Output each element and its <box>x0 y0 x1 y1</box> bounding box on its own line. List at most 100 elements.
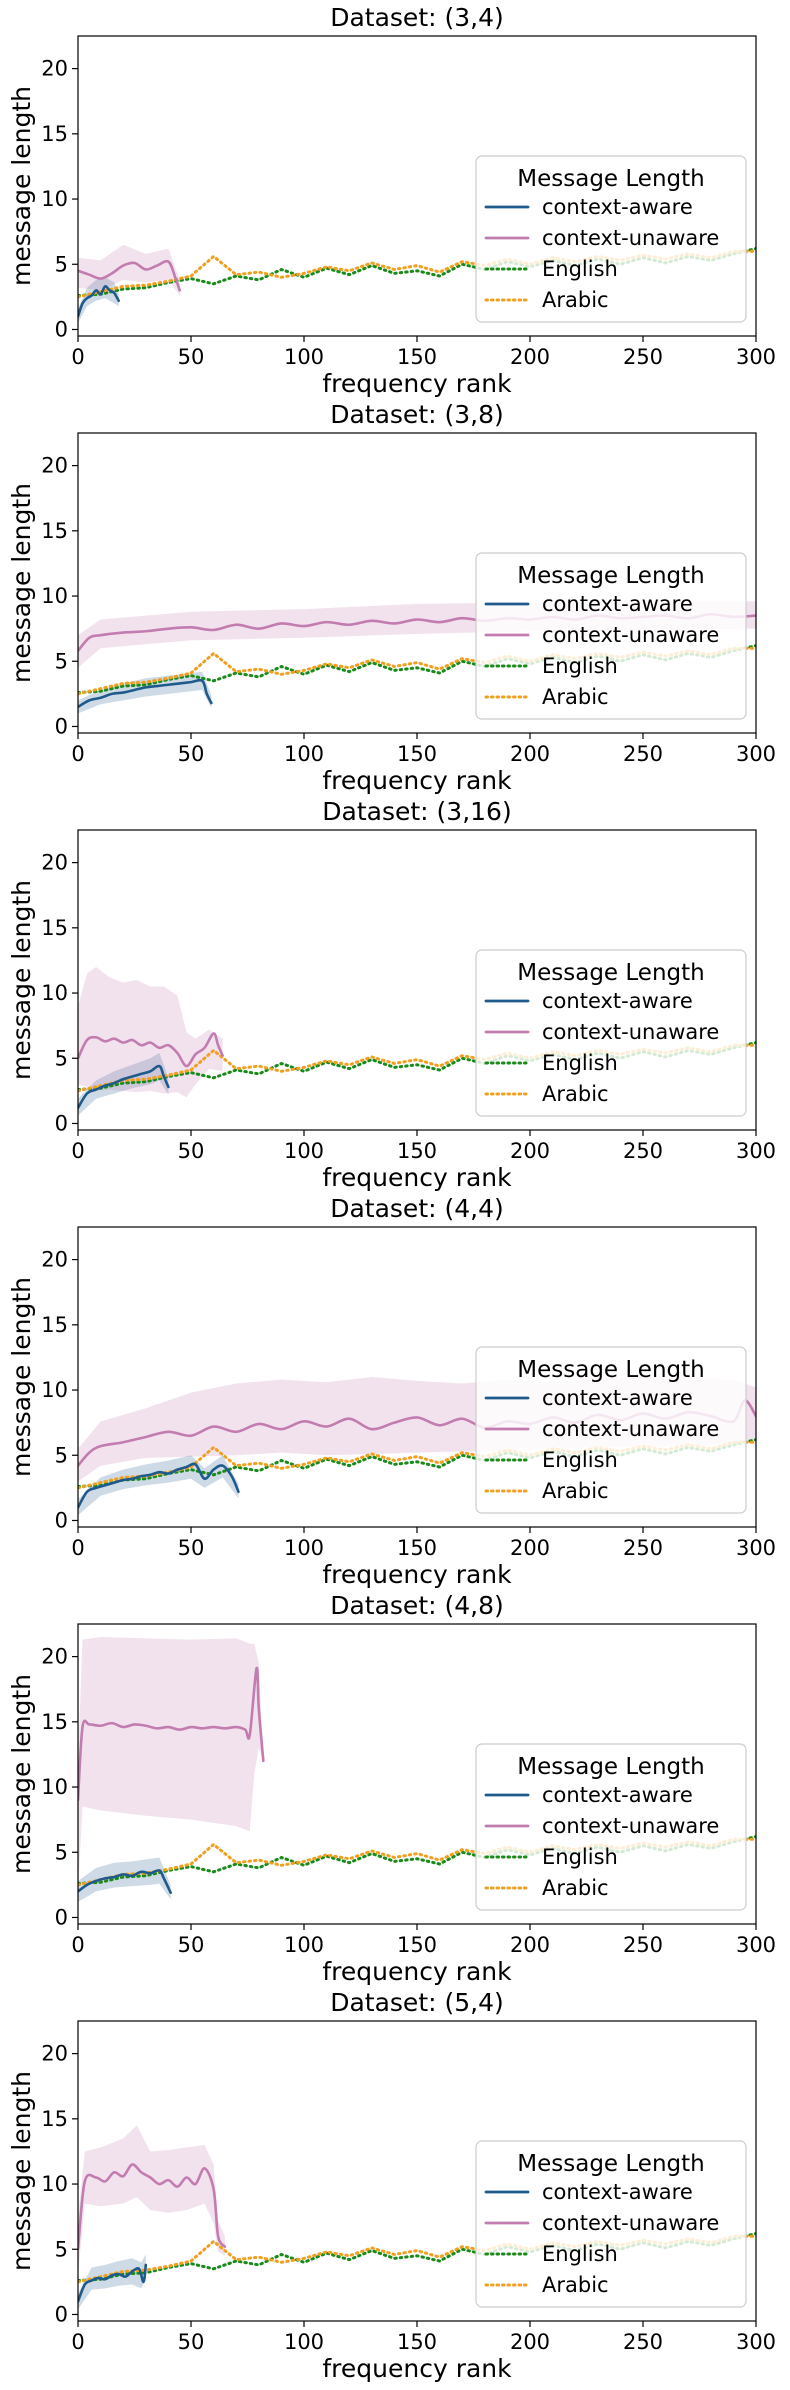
x-tick-label: 0 <box>71 345 84 369</box>
x-tick-label: 150 <box>397 1933 437 1957</box>
x-tick-label: 250 <box>623 345 663 369</box>
legend-label-context-aware: context-aware <box>542 1783 693 1807</box>
legend-label-context-aware: context-aware <box>542 195 693 219</box>
y-tick-label: 10 <box>41 2172 68 2196</box>
y-tick-label: 10 <box>41 981 68 1005</box>
y-tick-label: 20 <box>41 1248 68 1272</box>
y-tick-label: 0 <box>55 317 68 341</box>
y-tick-label: 20 <box>41 2042 68 2066</box>
y-tick-label: 0 <box>55 1111 68 1135</box>
y-tick-label: 20 <box>41 57 68 81</box>
series-line-context-aware <box>78 678 213 709</box>
x-tick-label: 150 <box>397 742 437 766</box>
y-tick-label: 0 <box>55 1905 68 1929</box>
chart-title: Dataset: (4,8) <box>330 1591 504 1620</box>
x-tick-label: 50 <box>178 742 205 766</box>
legend-label-context-aware: context-aware <box>542 1386 693 1410</box>
legend-box <box>475 949 747 1117</box>
y-tick-label: 0 <box>55 1508 68 1532</box>
chart-title: Dataset: (5,4) <box>330 1988 504 2017</box>
x-tick-label: 100 <box>284 2330 324 2354</box>
legend-label-context-unaware: context-unaware <box>542 1020 719 1044</box>
legend-label-English: English <box>542 654 618 678</box>
y-axis-label: message length <box>7 880 36 1080</box>
y-axis-label: message length <box>7 2071 36 2271</box>
legend-label-English: English <box>542 1845 618 1869</box>
legend-box <box>475 1743 747 1911</box>
legend-label-context-aware: context-aware <box>542 989 693 1013</box>
legend-label-English: English <box>542 1051 618 1075</box>
x-tick-label: 0 <box>71 2330 84 2354</box>
x-axis-label: frequency rank <box>322 766 512 795</box>
legend-label-Arabic: Arabic <box>542 1082 609 1106</box>
legend: Message Length context-aware context-unawa… <box>475 552 747 720</box>
x-tick-label: 50 <box>178 1139 205 1163</box>
x-tick-label: 50 <box>178 2330 205 2354</box>
x-tick-label: 250 <box>623 742 663 766</box>
confidence-band-context-aware <box>78 1857 171 1902</box>
x-tick-label: 300 <box>736 345 776 369</box>
y-tick-label: 10 <box>41 584 68 608</box>
y-tick-label: 5 <box>55 1840 68 1864</box>
x-tick-label: 100 <box>284 1933 324 1957</box>
x-axis-label: frequency rank <box>322 1560 512 1589</box>
series-line-context-unaware <box>78 1666 265 1802</box>
y-tick-label: 15 <box>41 916 68 940</box>
confidence-band-context-unaware <box>78 1637 264 1892</box>
legend: Message Length context-aware context-unawa… <box>475 1743 747 1911</box>
x-tick-label: 100 <box>284 1536 324 1560</box>
legend-label-context-unaware: context-unaware <box>542 1417 719 1441</box>
legend: Message Length context-aware context-unawa… <box>475 155 747 323</box>
chart-panel-5: Dataset: (4,8) 0 50 100 150 200 250 300 0 5 10 15 20… <box>7 1591 776 1986</box>
x-tick-label: 250 <box>623 1933 663 1957</box>
y-tick-label: 15 <box>41 122 68 146</box>
y-tick-label: 10 <box>41 1378 68 1402</box>
y-tick-label: 20 <box>41 454 68 478</box>
chart-panel-6: Dataset: (5,4) 0 50 100 150 200 250 300 0 5 10 15 20… <box>7 1988 776 2383</box>
y-axis-label: message length <box>7 483 36 683</box>
x-tick-label: 100 <box>284 742 324 766</box>
y-axis-label: message length <box>7 1674 36 1874</box>
series-line-context-aware <box>78 1462 240 1509</box>
x-tick-label: 250 <box>623 2330 663 2354</box>
legend-box <box>475 1346 747 1514</box>
legend-label-Arabic: Arabic <box>542 288 609 312</box>
legend-label-context-unaware: context-unaware <box>542 226 719 250</box>
legend: Message Length context-aware context-unawa… <box>475 1346 747 1514</box>
confidence-band-context-aware <box>78 671 212 714</box>
x-tick-label: 0 <box>71 1536 84 1560</box>
legend-label-English: English <box>542 1448 618 1472</box>
y-axis-label: message length <box>7 86 36 286</box>
x-axis-label: frequency rank <box>322 1957 512 1986</box>
legend-box <box>475 552 747 720</box>
y-tick-label: 10 <box>41 187 68 211</box>
x-axis-label: frequency rank <box>322 1163 512 1192</box>
legend: Message Length context-aware context-unawa… <box>475 949 747 1117</box>
y-tick-label: 10 <box>41 1775 68 1799</box>
x-tick-label: 300 <box>736 1536 776 1560</box>
x-axis-label: frequency rank <box>322 2354 512 2383</box>
chart-panel-2: Dataset: (3,8) 0 50 100 150 200 250 300 0 5 10 15 20… <box>7 400 776 795</box>
y-tick-label: 0 <box>55 2302 68 2326</box>
series-line-context-aware <box>78 1869 172 1894</box>
y-tick-label: 0 <box>55 714 68 738</box>
y-tick-label: 5 <box>55 252 68 276</box>
legend-label-context-unaware: context-unaware <box>542 1814 719 1838</box>
x-tick-label: 150 <box>397 2330 437 2354</box>
legend-label-Arabic: Arabic <box>542 1479 609 1503</box>
x-tick-label: 100 <box>284 345 324 369</box>
y-axis-label: message length <box>7 1277 36 1477</box>
y-tick-label: 20 <box>41 851 68 875</box>
legend-label-context-aware: context-aware <box>542 592 693 616</box>
confidence-band-context-unaware <box>78 244 180 296</box>
y-tick-label: 20 <box>41 1645 68 1669</box>
x-tick-label: 250 <box>623 1139 663 1163</box>
series-line-context-unaware <box>78 259 181 292</box>
confidence-band-context-unaware <box>78 2125 225 2276</box>
confidence-band-context-aware <box>78 2254 146 2310</box>
chart-panel-3: Dataset: (3,16) 0 50 100 150 200 250 300 0 5 10 15 2… <box>7 797 776 1192</box>
legend-box <box>475 155 747 323</box>
y-tick-label: 5 <box>55 1046 68 1070</box>
x-tick-label: 100 <box>284 1139 324 1163</box>
